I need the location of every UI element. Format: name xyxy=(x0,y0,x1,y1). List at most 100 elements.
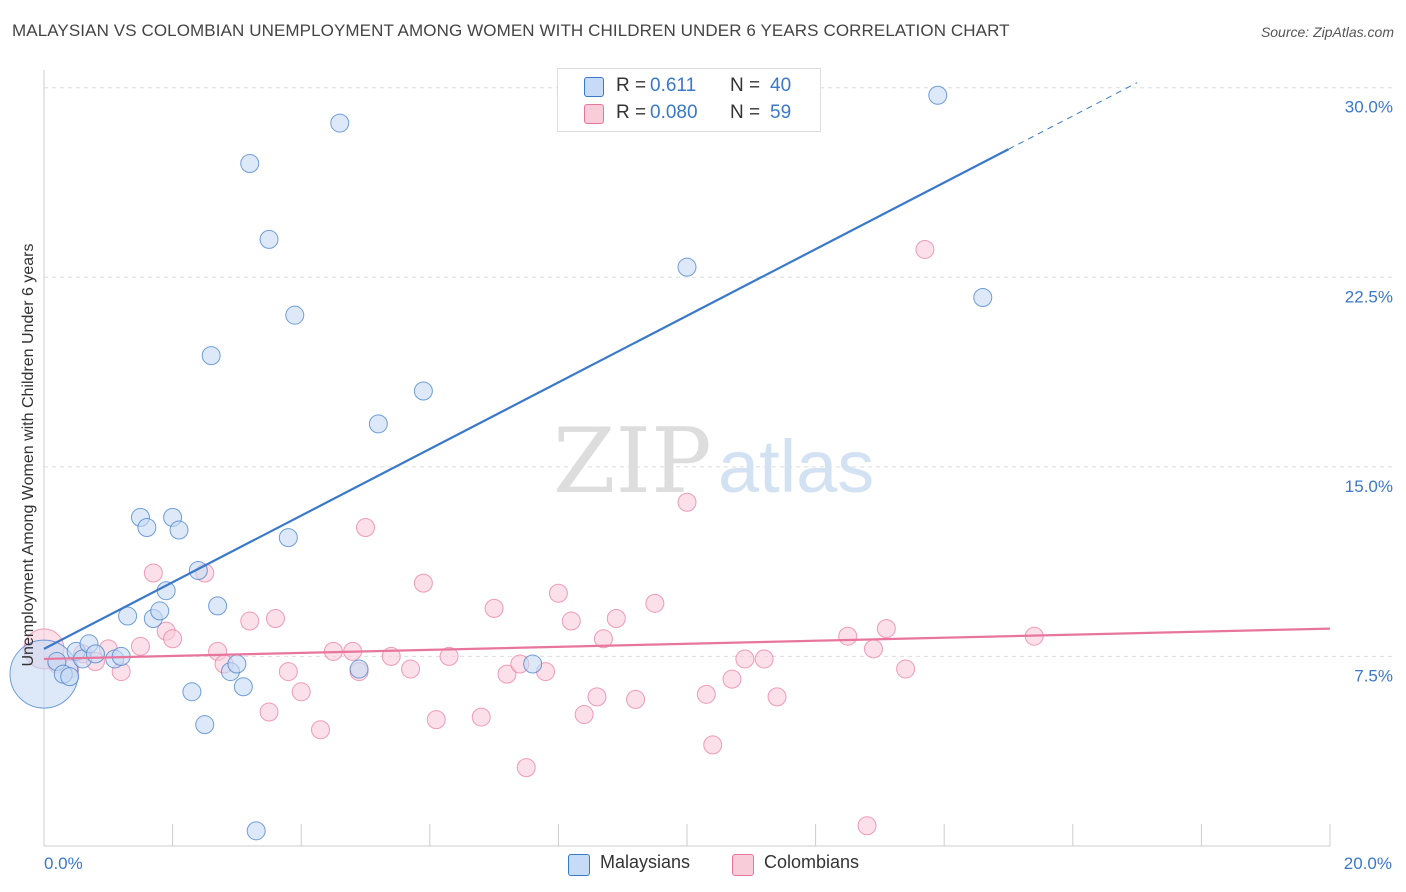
malaysians-point xyxy=(201,346,221,366)
y-tick-label: 22.5% xyxy=(1345,287,1393,306)
legend-swatch-colombians xyxy=(584,104,604,124)
colombians-point xyxy=(278,662,298,682)
colombians-trend-line xyxy=(43,627,1331,661)
bottom-legend-label-colombians: Colombians xyxy=(764,852,860,872)
colombians-point xyxy=(915,239,935,259)
colombians-point xyxy=(265,609,285,629)
y-tick-label: 7.5% xyxy=(1354,666,1393,685)
malaysians-point xyxy=(928,85,948,105)
colombians-point xyxy=(876,619,896,639)
malaysians-point xyxy=(259,229,279,249)
malaysians-point xyxy=(137,518,157,538)
colombians-point xyxy=(574,705,594,725)
malaysians-point xyxy=(278,528,298,548)
colombians-point xyxy=(259,702,279,722)
colombians-point xyxy=(497,664,517,684)
colombians-point xyxy=(767,687,787,707)
malaysians-point xyxy=(285,305,305,325)
malaysians-point xyxy=(368,414,388,434)
malaysians-point xyxy=(60,667,80,687)
malaysians-point xyxy=(973,287,993,307)
legend-r-label: R = xyxy=(616,102,647,123)
colombians-point xyxy=(593,629,613,649)
colombians-point xyxy=(703,735,723,755)
colombians-point xyxy=(439,646,459,666)
colombians-point xyxy=(696,684,716,704)
grid-lines xyxy=(44,87,1392,657)
colombians-point xyxy=(735,649,755,669)
malaysians-point xyxy=(413,381,433,401)
malaysians-point xyxy=(349,659,369,679)
x-tick-label: 20.0% xyxy=(1344,854,1392,873)
colombians-point xyxy=(677,492,697,512)
colombians-point xyxy=(548,583,568,603)
colombians-point xyxy=(722,669,742,689)
malaysians-point xyxy=(150,601,170,621)
colombians-point xyxy=(356,518,375,538)
colombians-point xyxy=(143,563,163,583)
x-tick-label: 0.0% xyxy=(44,854,83,873)
malaysians-trend-line xyxy=(43,148,1010,650)
colombians-point xyxy=(896,659,916,679)
malaysians-point xyxy=(208,596,228,616)
legend-n-value: 40 xyxy=(770,75,792,96)
colombians-point xyxy=(471,707,491,727)
colombians-point xyxy=(310,720,330,740)
legend-n-label: N = xyxy=(730,75,761,96)
malaysians-point xyxy=(182,682,202,702)
chart-source: Source: ZipAtlas.com xyxy=(1260,24,1394,40)
legend-n-value: 59 xyxy=(770,102,792,123)
correlation-legend: R = 0.611 N = 40 R = 0.080 N = 59 xyxy=(557,68,821,132)
legend-swatch-malaysians xyxy=(584,77,604,97)
colombians-point xyxy=(163,629,183,649)
colombians-point xyxy=(426,710,446,730)
chart-title: MALAYSIAN VS COLOMBIAN UNEMPLOYMENT AMON… xyxy=(12,21,1010,40)
colombians-point xyxy=(413,573,433,593)
colombians-point xyxy=(838,626,858,646)
malaysians-point xyxy=(246,821,266,841)
colombians-point xyxy=(645,593,665,613)
malaysians-point xyxy=(677,257,697,277)
legend-r-value: 0.611 xyxy=(650,75,697,96)
y-tick-label: 15.0% xyxy=(1345,477,1393,496)
colombians-point xyxy=(516,758,536,778)
y-tick-label: 30.0% xyxy=(1345,98,1393,117)
colombians-point xyxy=(291,682,311,702)
watermark: ZIP atlas xyxy=(553,409,874,514)
legend-r-value: 0.080 xyxy=(650,102,698,123)
malaysians-point xyxy=(523,654,543,674)
legend-n-label: N = xyxy=(730,102,761,123)
colombians-point xyxy=(587,687,607,707)
axes xyxy=(43,70,1331,847)
colombians-point xyxy=(606,609,626,629)
colombians-point xyxy=(240,611,260,631)
malaysians-point xyxy=(330,113,350,133)
y-axis-label: Unemployment Among Women with Children U… xyxy=(20,243,37,667)
malaysians-trend-line-extension xyxy=(1008,82,1138,150)
data-points xyxy=(9,85,1044,841)
colombians-point xyxy=(863,639,883,659)
colombians-point xyxy=(130,636,150,656)
malaysians-point xyxy=(169,520,189,540)
colombians-point xyxy=(561,611,581,631)
malaysians-point xyxy=(233,677,253,697)
colombians-point xyxy=(401,659,421,679)
bottom-legend-swatch-malaysians xyxy=(568,854,590,876)
tick-labels: 7.5% 15.0% 22.5% 30.0% 0.0% 20.0% xyxy=(44,98,1393,873)
bottom-legend-label-malaysians: Malaysians xyxy=(600,852,691,872)
bottom-legend-swatch-colombians xyxy=(732,854,754,876)
colombians-point xyxy=(484,598,504,618)
legend-r-label: R = xyxy=(616,75,647,96)
watermark-atlas: atlas xyxy=(718,425,874,508)
malaysians-point xyxy=(188,560,208,580)
malaysians-point xyxy=(85,644,105,664)
malaysians-point xyxy=(240,154,260,174)
colombians-point xyxy=(754,649,774,669)
colombians-point xyxy=(626,689,646,709)
trend-lines xyxy=(43,82,1331,661)
malaysians-point xyxy=(118,606,138,626)
malaysians-point xyxy=(227,654,247,674)
colombians-point xyxy=(857,816,877,836)
malaysians-point xyxy=(195,715,215,735)
